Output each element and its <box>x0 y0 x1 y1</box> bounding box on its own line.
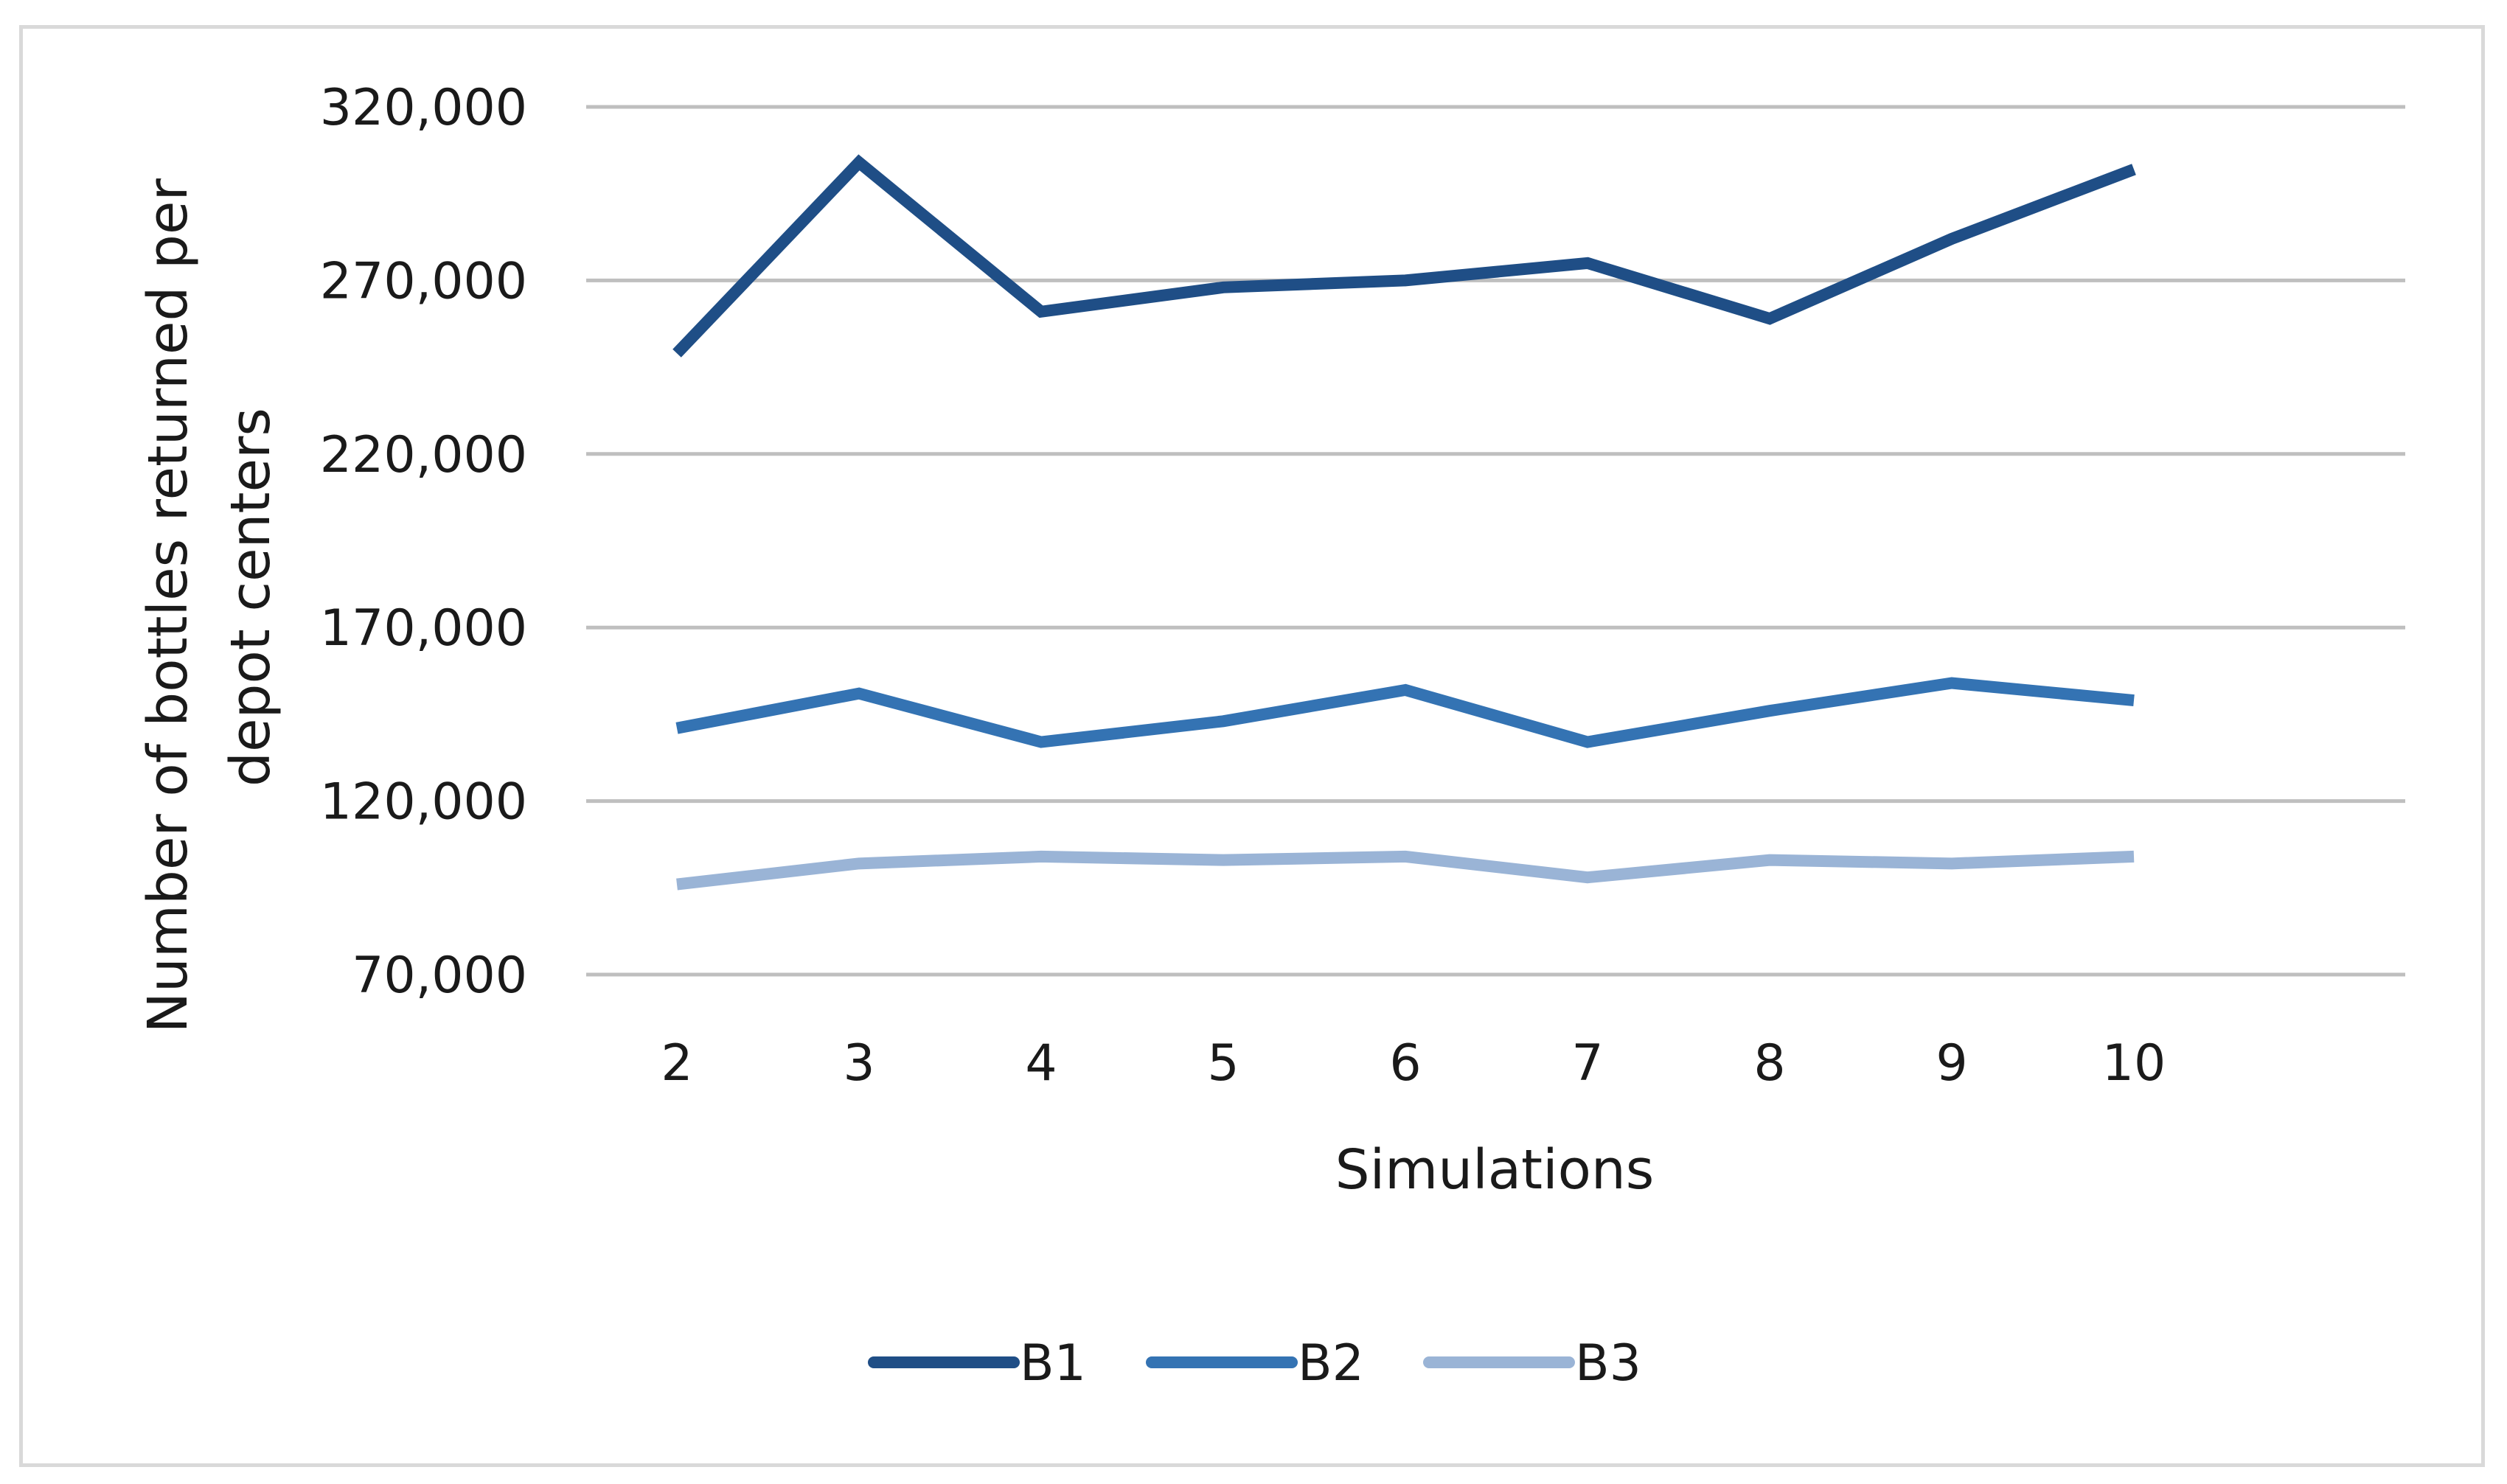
legend-label: B3 <box>1575 1334 1641 1393</box>
legend-item-b2: B2 <box>1146 1334 1364 1393</box>
series-line <box>675 677 2135 748</box>
series-b3 <box>676 850 2135 891</box>
y-axis-ticks: 70,000 120,000 170,000 220,000 270,000 320,00… <box>320 79 527 1005</box>
y-axis-title-line-2: depot centers <box>219 408 282 787</box>
series-lines <box>672 154 2136 891</box>
y-tick-label: 320,000 <box>320 79 527 137</box>
legend-label: B1 <box>1020 1334 1086 1393</box>
series-b1 <box>672 154 2136 358</box>
x-axis-ticks: 2 3 4 5 6 7 8 9 10 <box>661 1034 2166 1093</box>
y-tick-label: 270,000 <box>320 252 527 310</box>
chart-frame <box>19 25 2485 1467</box>
x-tick-label: 9 <box>1936 1034 1967 1093</box>
x-tick-label: 7 <box>1571 1034 1603 1093</box>
y-tick-label: 70,000 <box>352 947 527 1005</box>
gridlines <box>586 105 2405 977</box>
y-axis-title: Number of bottles returned per depot cen… <box>136 161 282 1034</box>
x-tick-label: 5 <box>1207 1034 1239 1093</box>
x-tick-label: 4 <box>1025 1034 1057 1093</box>
y-tick-label: 170,000 <box>320 599 527 658</box>
y-tick-label: 220,000 <box>320 426 527 484</box>
x-axis-title: Simulations <box>1335 1138 1655 1202</box>
x-tick-label: 6 <box>1389 1034 1421 1093</box>
x-tick-label: 8 <box>1753 1034 1785 1093</box>
y-axis-title-line-1: Number of bottles returned per <box>136 178 200 1034</box>
x-tick-label: 10 <box>2102 1034 2166 1093</box>
legend-item-b1: B1 <box>868 1334 1086 1393</box>
series-b2 <box>675 677 2135 748</box>
legend-label: B2 <box>1298 1334 1364 1393</box>
series-line <box>672 154 2136 358</box>
x-tick-label: 3 <box>843 1034 875 1093</box>
x-tick-label: 2 <box>661 1034 692 1093</box>
y-tick-label: 120,000 <box>320 773 527 832</box>
legend: B1 B2 B3 <box>868 1334 1641 1393</box>
series-line <box>676 850 2135 891</box>
legend-item-b3: B3 <box>1423 1334 1641 1393</box>
